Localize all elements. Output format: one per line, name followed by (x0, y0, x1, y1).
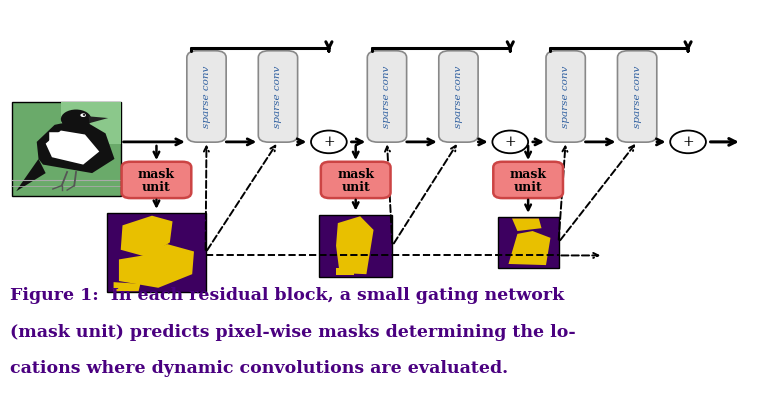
Text: (mask unit) predicts pixel-wise masks determining the lo-: (mask unit) predicts pixel-wise masks de… (10, 324, 576, 341)
Polygon shape (113, 282, 140, 291)
Polygon shape (46, 131, 99, 164)
Polygon shape (49, 132, 70, 149)
Bar (319, 214, 392, 277)
Text: sparse conv: sparse conv (273, 65, 282, 128)
Text: sparse conv: sparse conv (202, 65, 211, 128)
FancyBboxPatch shape (546, 51, 585, 142)
Text: +: + (682, 135, 694, 149)
Text: mask: mask (138, 168, 175, 181)
Text: +: + (323, 135, 335, 149)
Text: sparse conv: sparse conv (562, 65, 570, 128)
Circle shape (670, 131, 706, 153)
Text: +: + (504, 135, 516, 149)
FancyBboxPatch shape (493, 162, 563, 198)
FancyBboxPatch shape (187, 51, 226, 142)
Bar (60, 102, 121, 144)
Circle shape (83, 114, 86, 116)
Circle shape (61, 110, 91, 129)
FancyBboxPatch shape (259, 51, 298, 142)
Circle shape (311, 131, 347, 153)
Circle shape (493, 131, 528, 153)
Text: unit: unit (341, 181, 370, 194)
Text: unit: unit (514, 181, 542, 194)
FancyBboxPatch shape (122, 162, 191, 198)
Text: cations where dynamic convolutions are evaluated.: cations where dynamic convolutions are e… (10, 361, 508, 378)
Bar (107, 213, 206, 292)
Polygon shape (336, 216, 373, 274)
FancyBboxPatch shape (321, 162, 391, 198)
Text: unit: unit (142, 181, 171, 194)
FancyBboxPatch shape (439, 51, 478, 142)
Circle shape (80, 113, 86, 117)
Polygon shape (336, 268, 354, 275)
Text: sparse conv: sparse conv (633, 65, 642, 128)
Text: sparse conv: sparse conv (382, 65, 392, 128)
FancyBboxPatch shape (617, 51, 657, 142)
Text: Figure 1:  In each residual block, a small gating network: Figure 1: In each residual block, a smal… (10, 287, 564, 304)
Polygon shape (16, 159, 46, 191)
Polygon shape (509, 231, 551, 265)
Text: mask: mask (509, 168, 547, 181)
FancyBboxPatch shape (367, 51, 407, 142)
Bar (498, 217, 558, 268)
Polygon shape (121, 216, 173, 257)
Polygon shape (89, 116, 108, 123)
Text: sparse conv: sparse conv (454, 65, 463, 128)
Text: mask: mask (337, 168, 374, 181)
Polygon shape (512, 218, 542, 231)
Bar (11, 102, 121, 196)
Polygon shape (37, 119, 115, 173)
Polygon shape (119, 244, 194, 288)
